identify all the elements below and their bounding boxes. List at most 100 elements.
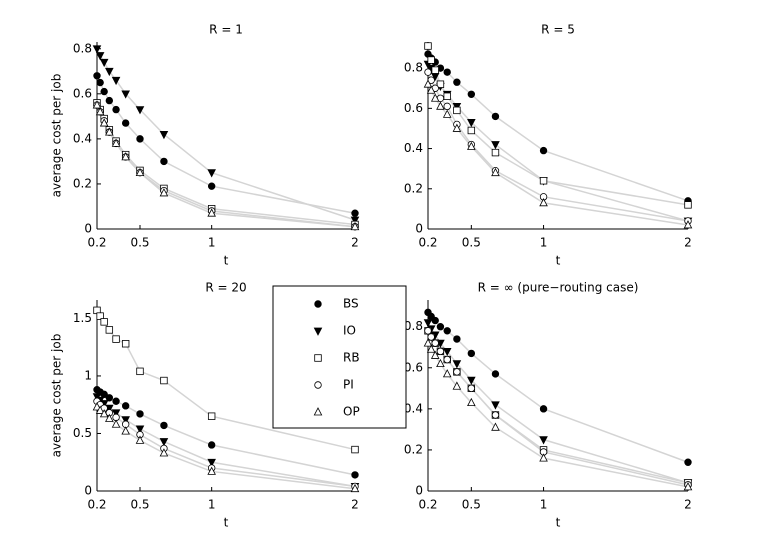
marker xyxy=(443,68,451,76)
marker xyxy=(313,327,323,336)
marker xyxy=(467,119,476,128)
series-line xyxy=(427,83,689,226)
legend: BS IO RB PI OP xyxy=(272,285,407,429)
subplot: R = 500.20.40.60.80.2 0.5 1 2t xyxy=(404,23,693,268)
marker xyxy=(95,405,105,414)
marker xyxy=(96,78,104,87)
marker xyxy=(135,106,145,115)
marker xyxy=(160,157,168,166)
marker xyxy=(539,405,548,413)
marker xyxy=(684,201,692,209)
marker xyxy=(442,347,452,357)
marker xyxy=(111,138,121,147)
marker xyxy=(427,333,435,341)
subplot: R = 20 0 0.5 1 1.5 0.2 0.5 1 2 t average cost per … xyxy=(50,281,360,530)
x-tick-label: 1 xyxy=(540,236,548,250)
marker xyxy=(491,148,500,157)
x-tick-label: 0.2 xyxy=(87,498,106,512)
marker xyxy=(112,105,120,114)
marker xyxy=(436,347,445,356)
marker xyxy=(135,425,145,434)
marker xyxy=(443,355,451,364)
x-axis-label: t xyxy=(224,516,229,530)
marker xyxy=(491,401,500,410)
marker xyxy=(96,312,104,320)
marker xyxy=(436,358,445,368)
marker xyxy=(436,80,445,88)
series-line xyxy=(96,48,356,221)
marker xyxy=(121,119,130,127)
marker xyxy=(427,56,435,64)
marker xyxy=(442,109,452,118)
y-tick-label: 0 xyxy=(415,222,423,236)
y-axis-label: average cost per job xyxy=(50,334,64,458)
marker xyxy=(121,416,130,425)
marker xyxy=(121,90,130,99)
marker xyxy=(453,368,461,376)
marker xyxy=(207,458,216,468)
y-tick-label: 0.4 xyxy=(404,401,423,415)
y-tick-label: 0 xyxy=(84,484,92,498)
series-line xyxy=(427,322,689,484)
x-tick-label: 2 xyxy=(684,236,692,250)
marker xyxy=(453,106,461,115)
x-tick-label: 0.5 xyxy=(130,498,149,512)
y-tick-label: 0.6 xyxy=(404,360,423,374)
marker xyxy=(159,448,169,457)
x-tick-label: 2 xyxy=(351,236,359,250)
marker xyxy=(491,370,500,378)
y-tick-label: 0.6 xyxy=(73,86,92,100)
marker xyxy=(423,79,433,88)
marker xyxy=(443,92,451,100)
marker xyxy=(467,90,476,98)
y-tick-label: 0.8 xyxy=(404,61,423,75)
marker xyxy=(207,441,216,449)
marker xyxy=(491,167,500,177)
x-tick-label: 0.2 xyxy=(418,498,437,512)
marker xyxy=(452,360,462,369)
marker xyxy=(99,409,109,418)
marker xyxy=(453,78,461,86)
y-tick-label: 0.6 xyxy=(404,101,423,115)
legend-box xyxy=(272,285,407,429)
marker xyxy=(424,327,432,335)
marker xyxy=(314,300,322,308)
marker xyxy=(467,397,476,407)
marker xyxy=(95,52,105,61)
x-tick-label: 0.5 xyxy=(462,236,481,250)
marker xyxy=(159,188,169,197)
x-tick-label: 1 xyxy=(208,236,216,250)
series-line xyxy=(96,75,356,214)
marker xyxy=(684,458,692,466)
marker xyxy=(121,402,130,410)
subplot-title: R = 1 xyxy=(209,23,243,37)
marker xyxy=(426,85,436,94)
marker xyxy=(424,42,432,50)
marker xyxy=(436,322,445,331)
marker xyxy=(95,107,105,116)
marker xyxy=(443,327,451,335)
marker xyxy=(350,483,360,493)
marker xyxy=(539,198,548,207)
subplot-title: R = ∞ (pure−routing case) xyxy=(478,281,639,295)
marker xyxy=(350,221,360,231)
marker xyxy=(92,45,102,54)
y-tick-label: 0.8 xyxy=(404,319,423,333)
marker xyxy=(423,319,433,328)
marker xyxy=(112,335,120,343)
marker xyxy=(121,340,130,348)
marker xyxy=(453,335,461,343)
marker xyxy=(423,338,433,347)
marker xyxy=(92,100,102,109)
marker xyxy=(452,381,462,390)
marker xyxy=(160,376,168,385)
marker xyxy=(424,68,432,76)
y-tick-label: 0.2 xyxy=(404,181,423,195)
y-tick-label: 0 xyxy=(415,484,423,498)
marker xyxy=(207,412,216,420)
marker xyxy=(313,407,323,416)
y-tick-label: 1 xyxy=(84,368,92,382)
marker xyxy=(105,96,114,105)
marker xyxy=(159,438,169,447)
